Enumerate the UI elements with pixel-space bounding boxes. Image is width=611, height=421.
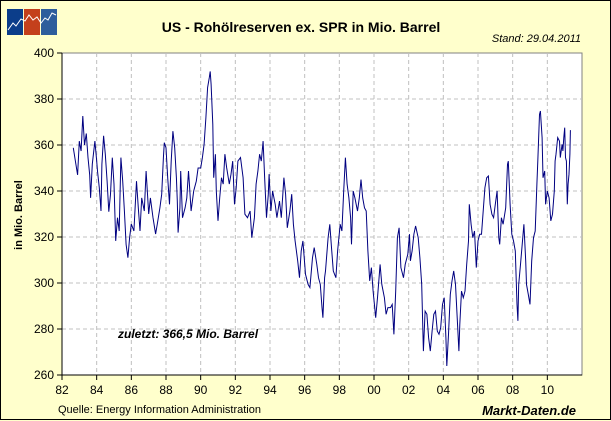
x-tick-label: 96 [298,383,312,397]
x-tick-label: 82 [55,383,69,397]
y-axis-label: in Mio. Barrel [13,180,25,250]
y-tick-label: 340 [34,184,54,198]
x-tick-label: 00 [367,383,381,397]
x-tick-label: 84 [90,383,104,397]
series-line [72,71,571,367]
y-tick-label: 360 [34,138,54,152]
last-value-annotation: zuletzt: 366,5 Mio. Barrel [117,327,259,341]
x-tick-label: 88 [159,383,173,397]
chart-date: Stand: 29.04.2011 [492,33,581,45]
markt-daten-logo [7,9,57,35]
x-tick-label: 06 [471,383,485,397]
brand-label: Markt-Daten.de [482,403,576,418]
y-tick-label: 320 [34,230,54,244]
y-tick-label: 280 [34,322,54,336]
x-tick-label: 86 [125,383,139,397]
x-tick-label: 94 [263,383,277,397]
x-tick-label: 02 [402,383,416,397]
x-tick-label: 90 [194,383,208,397]
chart-title: US - Rohölreserven ex. SPR in Mio. Barre… [162,19,441,35]
x-tick-label: 98 [333,383,347,397]
x-tick-label: 08 [506,383,520,397]
y-tick-label: 260 [34,368,54,382]
x-tick-label: 04 [437,383,451,397]
y-tick-label: 300 [34,276,54,290]
x-tick-label: 92 [229,383,243,397]
y-tick-label: 380 [34,92,54,106]
y-tick-label: 400 [34,46,54,60]
source-note: Quelle: Energy Information Administratio… [58,404,261,416]
x-tick-label: 10 [541,383,555,397]
